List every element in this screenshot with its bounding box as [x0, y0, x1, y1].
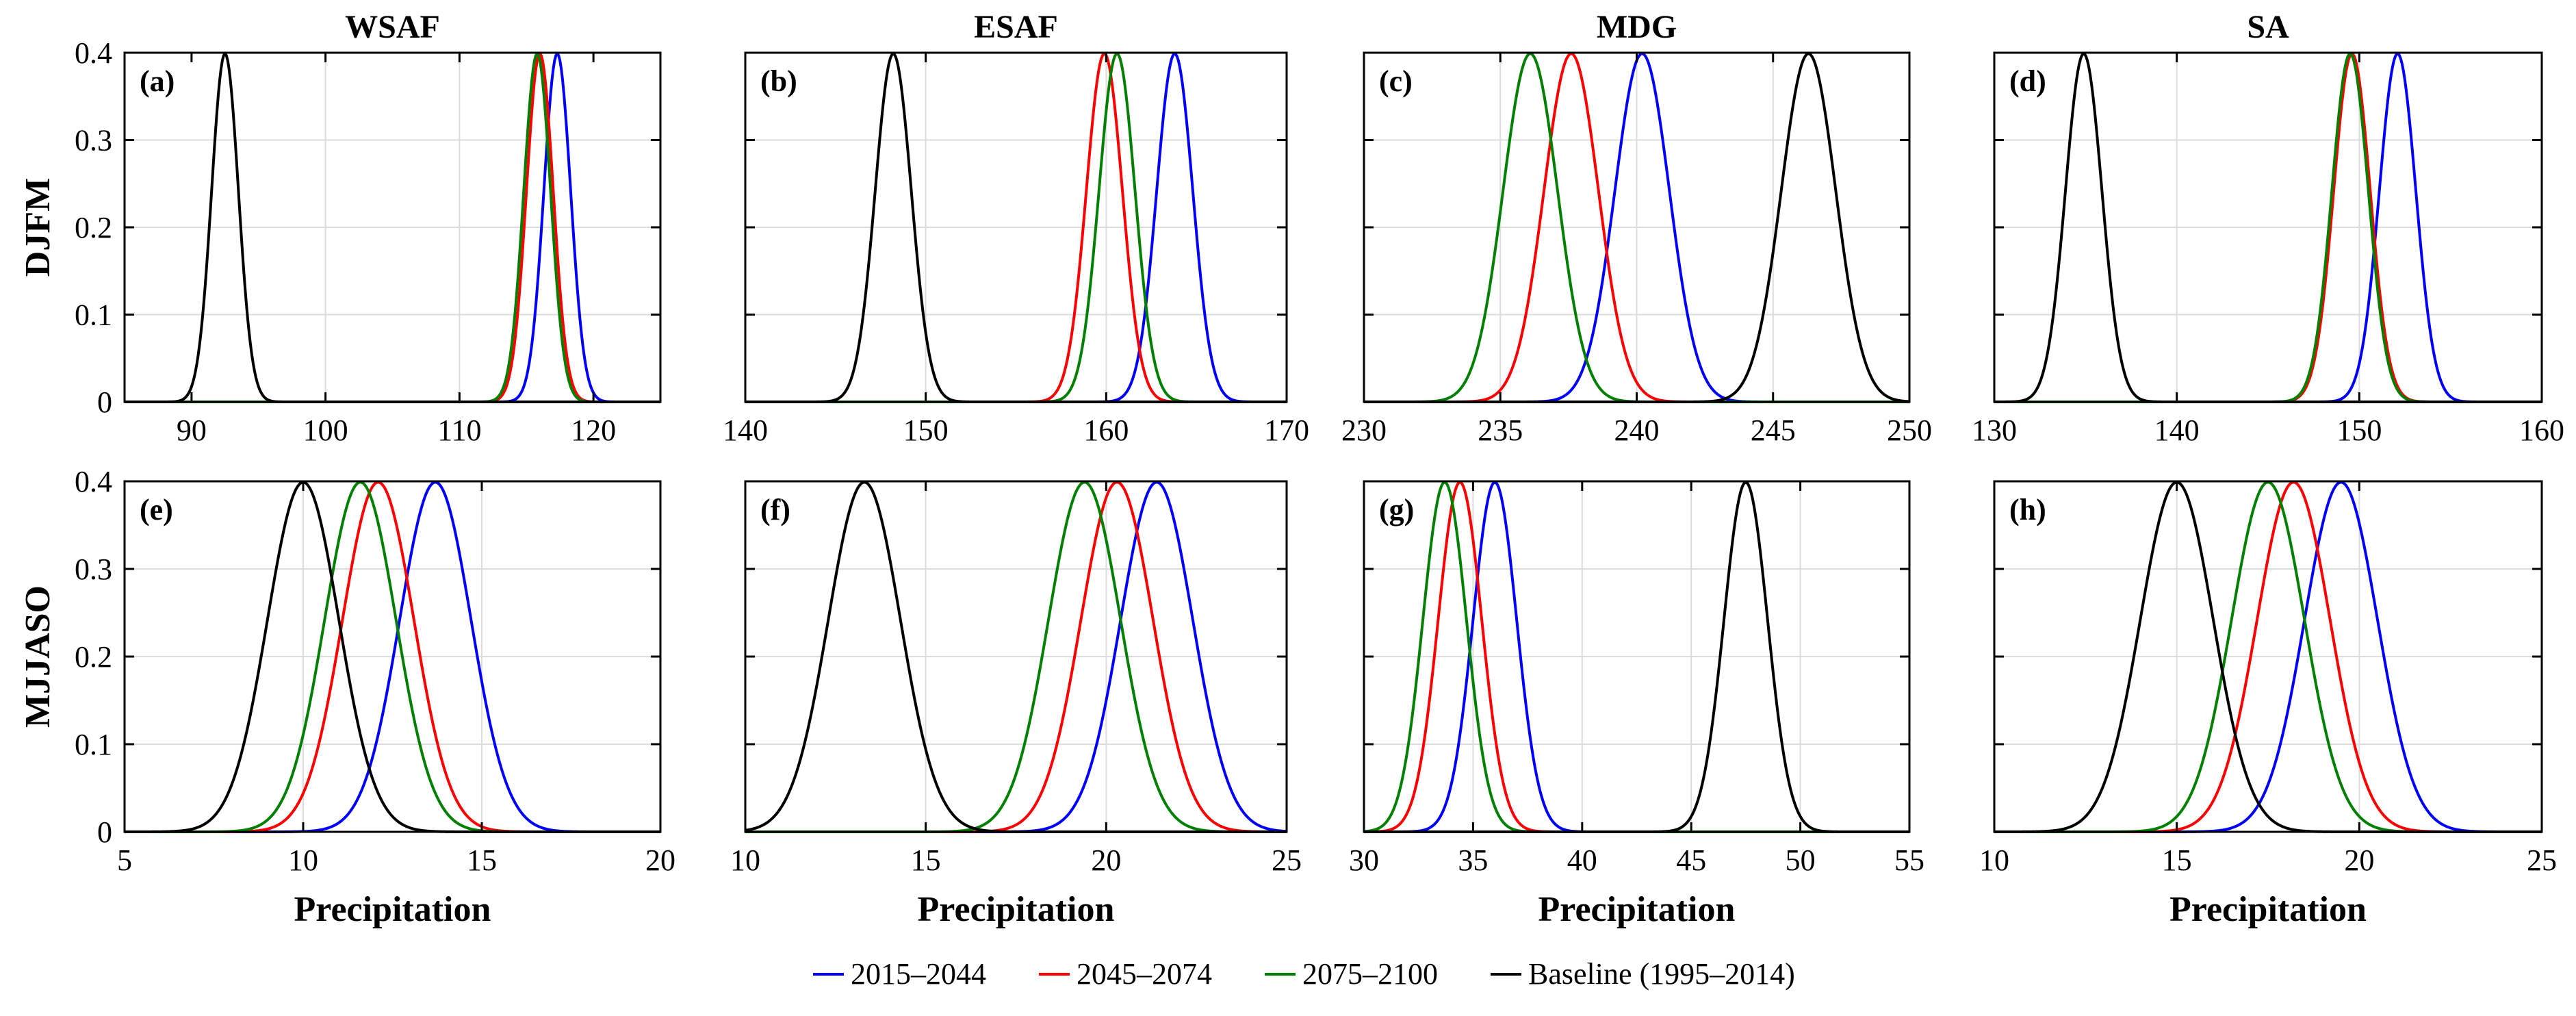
- row-title: MJJASO: [18, 585, 57, 728]
- legend-label: Baseline (1995–2014): [1528, 957, 1795, 991]
- panel-e-ytick-label: 0.3: [75, 553, 112, 586]
- panel-a-ytick-label: 0: [97, 385, 112, 419]
- panel-b-xtick-label: 140: [723, 414, 768, 447]
- panel-a-xtick-label: 110: [437, 414, 481, 447]
- panel-a-ytick-label: 0.2: [75, 211, 112, 244]
- column-title: SA: [2247, 9, 2289, 45]
- panel-a-ytick-label: 0.4: [75, 36, 112, 70]
- panel-h-xtick-label: 20: [2344, 843, 2374, 877]
- panel-g-xtick-label: 35: [1458, 843, 1488, 877]
- panel-c-xtick-label: 230: [1341, 414, 1387, 447]
- panel-g-xtick-label: 45: [1676, 843, 1706, 877]
- panel-f-xtick-label: 10: [730, 843, 760, 877]
- panel-e-label: (e): [140, 493, 173, 526]
- row-title: DJFM: [18, 178, 57, 277]
- panel-e-ytick-label: 0.4: [75, 465, 112, 498]
- panel-c-xtick-label: 245: [1751, 414, 1796, 447]
- panel-g-label: (g): [1379, 493, 1414, 526]
- panel-e-ytick-label: 0: [97, 815, 112, 849]
- legend-label: 2015–2044: [851, 957, 986, 991]
- panel-c-xtick-label: 235: [1478, 414, 1523, 447]
- panel-a-ytick-label: 0.3: [75, 124, 112, 157]
- panel-e-xtick-label: 5: [117, 843, 132, 877]
- panel-d-xtick-label: 160: [2519, 414, 2564, 447]
- panel-g-xtick-label: 50: [1786, 843, 1816, 877]
- panel-b-label: (b): [760, 64, 797, 98]
- x-axis-label: Precipitation: [2169, 890, 2367, 929]
- column-title: ESAF: [974, 9, 1058, 45]
- panel-f-xtick-label: 25: [1272, 843, 1302, 877]
- panel-h-label: (h): [2009, 493, 2046, 526]
- x-axis-label: Precipitation: [918, 890, 1115, 929]
- panel-d-xtick-label: 130: [1972, 414, 2017, 447]
- panel-d-xtick-label: 140: [2154, 414, 2200, 447]
- panel-e-ytick-label: 0.1: [75, 728, 112, 761]
- panel-b-xtick-label: 150: [903, 414, 949, 447]
- panel-h-xtick-label: 15: [2162, 843, 2192, 877]
- column-title: WSAF: [345, 9, 440, 45]
- panel-c-xtick-label: 240: [1614, 414, 1660, 447]
- panel-a-xtick-label: 90: [177, 414, 207, 447]
- panel-d-xtick-label: 150: [2336, 414, 2382, 447]
- x-axis-label: Precipitation: [294, 890, 491, 929]
- panel-e-xtick-label: 20: [645, 843, 675, 877]
- panel-g-xtick-label: 55: [1894, 843, 1924, 877]
- panel-e-xtick-label: 10: [288, 843, 318, 877]
- panel-f-xtick-label: 15: [911, 843, 941, 877]
- column-title: MDG: [1597, 9, 1677, 45]
- panel-b-xtick-label: 170: [1264, 414, 1309, 447]
- panel-h-xtick-label: 25: [2527, 843, 2557, 877]
- panel-c-label: (c): [1379, 64, 1413, 98]
- panel-g-xtick-label: 40: [1567, 843, 1597, 877]
- panel-f-xtick-label: 20: [1091, 843, 1121, 877]
- panel-d-label: (d): [2009, 64, 2046, 98]
- panel-e-ytick-label: 0.2: [75, 640, 112, 674]
- panel-f-label: (f): [760, 493, 790, 526]
- panel-g-xtick-label: 30: [1349, 843, 1379, 877]
- panel-a-xtick-label: 120: [571, 414, 616, 447]
- panel-a-xtick-label: 100: [303, 414, 348, 447]
- panel-e-xtick-label: 15: [467, 843, 497, 877]
- panel-b-xtick-label: 160: [1083, 414, 1129, 447]
- legend-label: 2045–2074: [1077, 957, 1212, 991]
- panel-a-label: (a): [140, 64, 175, 98]
- x-axis-label: Precipitation: [1538, 890, 1736, 929]
- panel-h-xtick-label: 10: [1979, 843, 2009, 877]
- legend-label: 2075–2100: [1302, 957, 1438, 991]
- panel-c-xtick-label: 250: [1887, 414, 1932, 447]
- panel-a-ytick-label: 0.1: [75, 299, 112, 332]
